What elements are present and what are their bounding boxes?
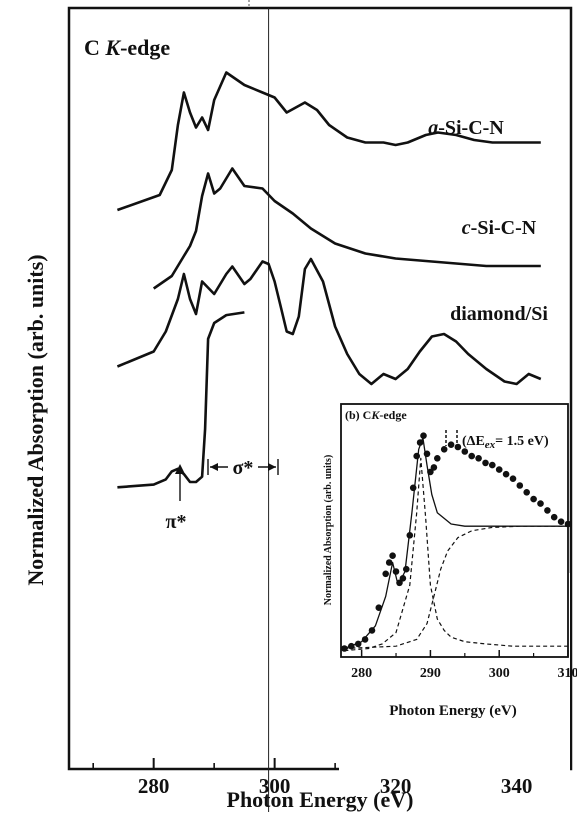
inset-x-tick-labels: 280 290 300 310	[351, 666, 577, 681]
inset-data-point	[509, 475, 517, 483]
main-plot-frame	[67, 6, 573, 771]
inset-x-tick-label: 300	[489, 666, 510, 681]
inset-data-point	[403, 565, 410, 573]
inset-solid-line-1	[344, 437, 568, 650]
inset-data-point	[475, 455, 482, 462]
inset-data-point	[482, 459, 489, 467]
main-x-tick-label: 280	[138, 774, 170, 798]
main-x-tick-label: 340	[501, 774, 533, 798]
inset-x-tick-label: 280	[351, 666, 372, 681]
main-y-axis-label: Normalized Absorption (arb. units)	[23, 254, 48, 585]
inset-title: (b) CK-edge	[345, 408, 407, 422]
sigma-star-right-arrow-head	[268, 463, 276, 471]
inset-data-point	[413, 452, 421, 460]
inset-annotation: (ΔEex= 1.5 eV)	[462, 434, 549, 451]
inset-data-point	[389, 552, 396, 559]
pi-star-label: π*	[166, 511, 187, 533]
inset-y-axis-label: Normalized Absorption (arb. units)	[323, 455, 334, 606]
inset-data-point	[454, 443, 462, 451]
main-series-line-2	[116, 257, 542, 386]
main-x-tick-label: 300	[259, 774, 291, 798]
sigma-star-left-arrow-head	[210, 463, 218, 471]
inset-data-point	[420, 432, 427, 440]
main-series-line-0	[116, 71, 541, 212]
inset-data-point	[516, 482, 524, 489]
inset-data-point	[537, 500, 544, 507]
inset-data-point	[557, 518, 565, 525]
inset-data-point	[409, 484, 417, 492]
inset-x-tick-label: 290	[420, 666, 441, 681]
main-x-tick-labels: 280 300 320 340	[138, 774, 532, 798]
inset-data-point	[461, 448, 469, 455]
inset-data-point	[523, 489, 530, 496]
inset-data-point	[382, 570, 390, 578]
pi-star-arrow-head	[175, 464, 185, 474]
inset-data-point	[550, 513, 558, 521]
inset-data-point	[530, 495, 537, 503]
main-series-line-1	[152, 167, 541, 290]
main-series-group	[116, 71, 542, 489]
inset-data-point	[430, 464, 438, 471]
inset-data-point	[502, 470, 510, 478]
sigma-star-label: σ*	[233, 457, 254, 479]
main-title: C K-edge	[84, 35, 170, 60]
inset-x-ticks	[360, 650, 569, 657]
inset-dashed-line-2	[344, 457, 568, 652]
inset-dashed-line-3	[344, 525, 568, 650]
main-x-tick-label: 320	[380, 774, 412, 798]
inset-x-tick-label: 310	[558, 666, 577, 681]
inset-data-point	[544, 507, 551, 514]
inset-data-point	[447, 441, 455, 449]
series-label-diamond-si: diamond/Si	[450, 303, 548, 325]
inset-series-group	[341, 432, 572, 652]
series-label-c-si-c-n: c-Si-C-N	[462, 217, 537, 239]
inset-data-point	[361, 636, 369, 643]
main-series-line-3	[117, 311, 245, 489]
inset-data-point	[489, 461, 496, 469]
series-label-a-si-c-n: a-Si-C-N	[428, 117, 504, 139]
inset-data-point	[468, 452, 476, 460]
inset-data-point	[495, 466, 503, 473]
inset-data-point	[440, 446, 448, 453]
inset-x-axis-label: Photon Energy (eV)	[389, 703, 517, 719]
main-x-axis-label: Photon Energy (eV)	[227, 787, 414, 812]
inset-data-point	[375, 604, 383, 611]
inset-data-point	[385, 559, 393, 566]
inset-data-point	[434, 455, 441, 462]
